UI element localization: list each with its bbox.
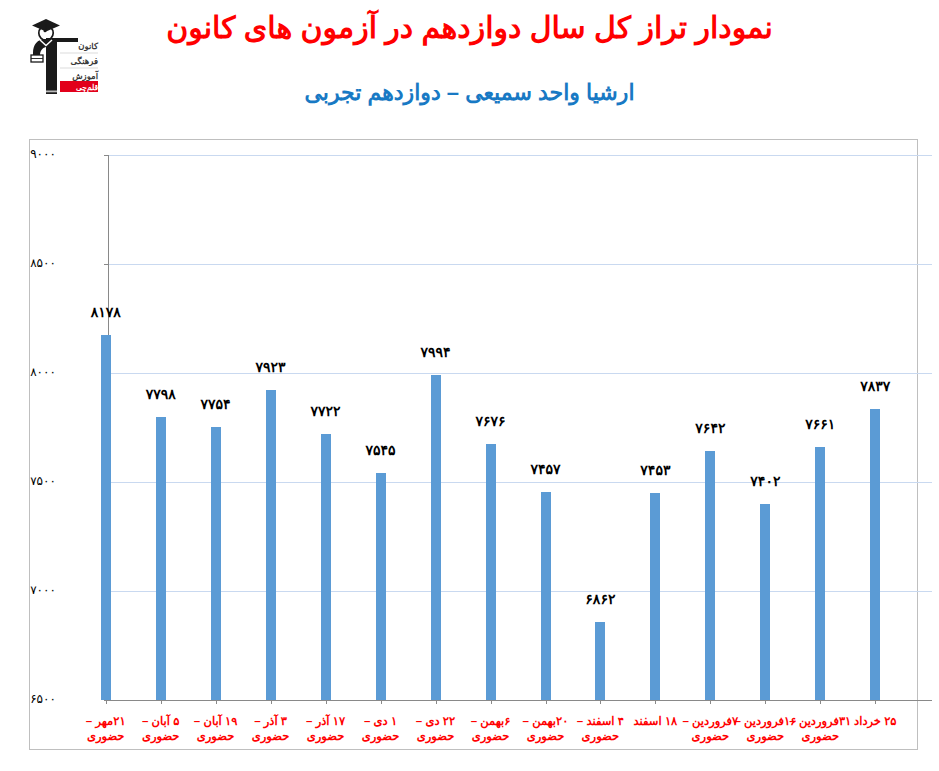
svg-text:فرهنگی: فرهنگی bbox=[70, 56, 98, 67]
